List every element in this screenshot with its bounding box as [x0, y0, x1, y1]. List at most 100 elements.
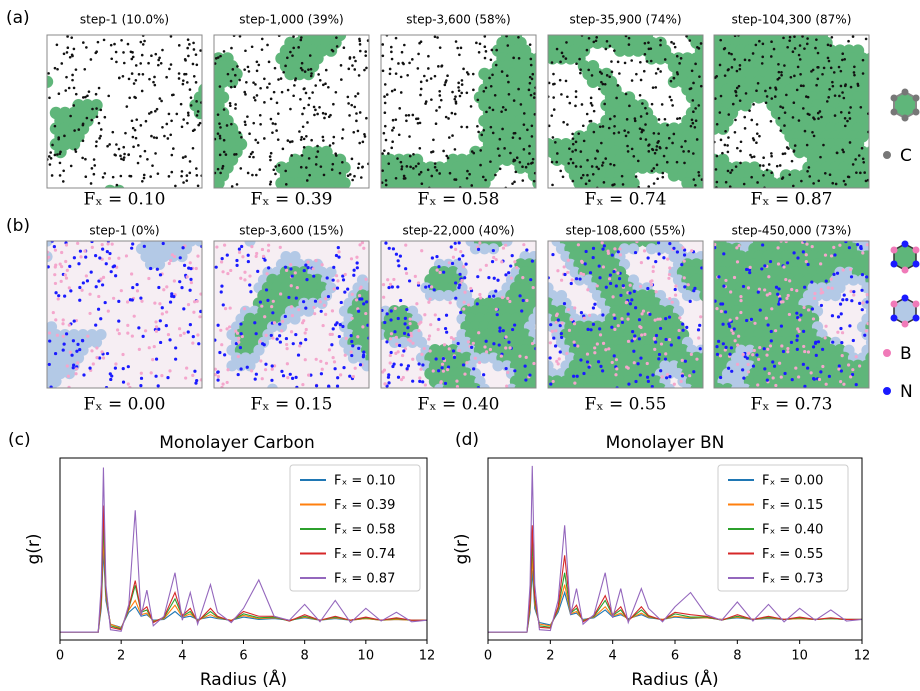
y-axis-label: g(r) [452, 533, 472, 564]
atom [549, 382, 552, 385]
atom [567, 259, 570, 262]
atom [354, 367, 357, 370]
atom [601, 247, 604, 250]
atom [138, 73, 141, 76]
atom [858, 154, 861, 157]
atom [732, 103, 735, 106]
atom [347, 68, 350, 71]
atom [75, 367, 78, 370]
grain-cell [843, 185, 855, 197]
atom [159, 341, 162, 344]
atom [805, 260, 808, 263]
atom [437, 318, 440, 321]
atom [647, 185, 650, 188]
atom [285, 269, 288, 272]
atom [667, 277, 670, 280]
atom [664, 357, 667, 360]
atom [555, 314, 558, 317]
atom [692, 152, 695, 155]
atom [197, 110, 200, 113]
atom [248, 283, 251, 286]
atom [354, 95, 357, 98]
atom [770, 97, 773, 100]
atom [189, 267, 192, 270]
atom [611, 71, 614, 74]
atom [459, 250, 462, 253]
atom [678, 329, 681, 332]
atom [453, 178, 456, 181]
atom [659, 39, 662, 42]
atom [659, 44, 662, 47]
atom [843, 58, 846, 61]
atom [255, 252, 258, 255]
atom [775, 286, 778, 289]
atom [575, 90, 578, 93]
atom [185, 179, 188, 182]
atom [305, 166, 308, 169]
atom [193, 300, 196, 303]
atom [351, 179, 354, 182]
snapshot-title: step-104,300 (87%) [732, 13, 852, 27]
atom [513, 181, 516, 184]
atom [350, 257, 353, 260]
atom [294, 271, 297, 274]
atom [236, 332, 239, 335]
atom [694, 184, 697, 187]
atom [455, 100, 458, 103]
atom [189, 289, 192, 292]
atom [259, 300, 262, 303]
atom [786, 347, 789, 350]
atom [72, 339, 75, 342]
atom [844, 117, 847, 120]
atom [772, 376, 775, 379]
atom [384, 83, 387, 86]
atom [392, 278, 395, 281]
atom [575, 62, 578, 65]
grain-cell [537, 122, 549, 134]
atom [699, 347, 702, 350]
atom [454, 297, 457, 300]
atom [306, 121, 309, 124]
atom [761, 62, 764, 65]
atom [390, 309, 393, 312]
atom [866, 243, 869, 246]
atom [184, 59, 187, 62]
atom [779, 164, 782, 167]
atom [217, 168, 220, 171]
atom [305, 135, 308, 138]
atom [755, 353, 758, 356]
atom [247, 66, 250, 69]
atom [749, 154, 752, 157]
atom [525, 166, 528, 169]
atom [557, 318, 560, 321]
atom [191, 374, 194, 377]
atom [797, 375, 800, 378]
atom [286, 376, 289, 379]
atom [444, 84, 447, 87]
grain-cell [514, 383, 526, 395]
atom [782, 350, 785, 353]
atom [190, 96, 193, 99]
atom [792, 116, 795, 119]
atom [186, 47, 189, 50]
atom [130, 247, 133, 250]
atom [400, 378, 403, 381]
atom [155, 357, 158, 360]
atom [517, 36, 520, 39]
atom [479, 164, 482, 167]
atom [365, 300, 368, 303]
atom [531, 135, 534, 138]
atom [827, 57, 830, 60]
atom [478, 361, 481, 364]
snapshot [213, 235, 386, 394]
atom [502, 246, 505, 249]
atom [598, 327, 601, 330]
atom [82, 96, 85, 99]
atom [455, 380, 458, 383]
atom [727, 113, 730, 116]
atom [324, 82, 327, 85]
atom [694, 107, 697, 110]
atom [838, 364, 841, 367]
atom [850, 275, 853, 278]
atom [483, 35, 486, 38]
